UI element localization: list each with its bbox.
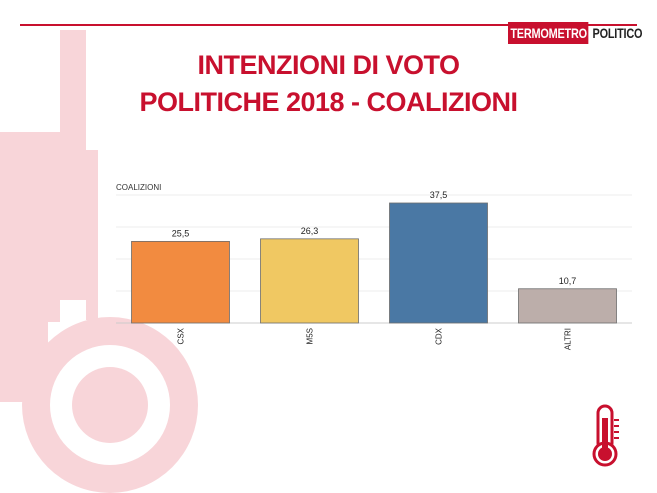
page-title-line2: POLITICHE 2018 - COALIZIONI [139, 87, 518, 117]
page-title-line1: INTENZIONI DI VOTO [197, 50, 460, 80]
thermometer-icon [592, 404, 619, 467]
x-tick-label-altri: ALTRI [564, 328, 573, 350]
bar-csx [131, 240, 230, 324]
bar-cdx [389, 202, 488, 324]
x-tick-label-csx: CSX [177, 327, 186, 344]
bar-altri [518, 288, 617, 324]
data-label-altri: 10,7 [559, 276, 577, 286]
x-tick-label-m5s: M5S [306, 328, 315, 344]
data-label-m5s: 26,3 [301, 226, 319, 236]
data-label-csx: 25,5 [172, 228, 190, 238]
data-label-cdx: 37,5 [430, 190, 448, 200]
brand-logo: TERMOMETRO POLITICO [508, 22, 657, 44]
y-axis-label: COALIZIONI [116, 183, 161, 192]
x-tick-label-cdx: CDX [435, 327, 444, 345]
bar-m5s [260, 238, 359, 324]
brand-logo-part-a: TERMOMETRO [508, 22, 589, 44]
brand-logo-part-b: POLITICO [592, 25, 643, 41]
top-rule [20, 24, 637, 26]
